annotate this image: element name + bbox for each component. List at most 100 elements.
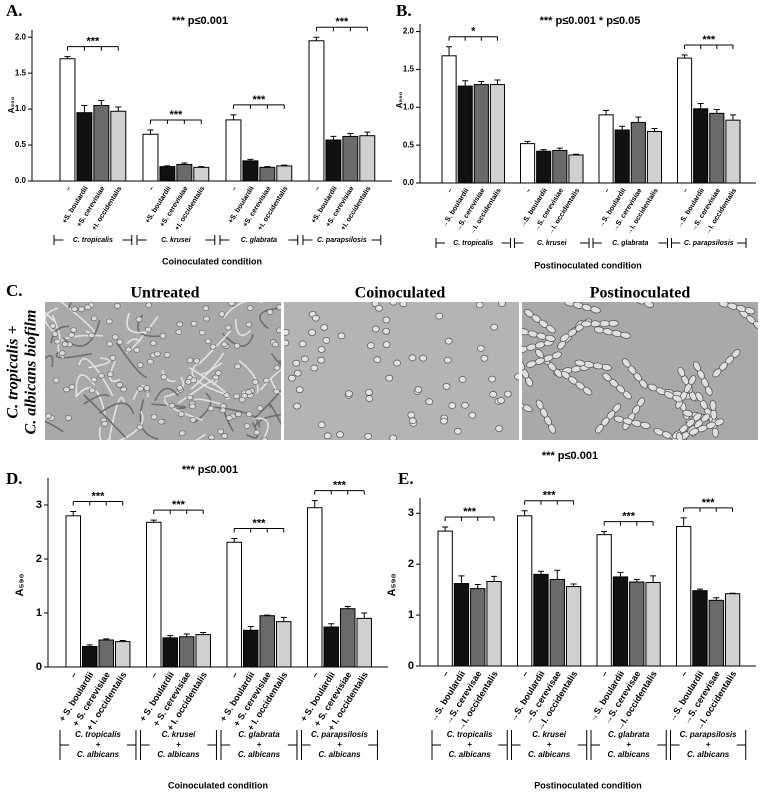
cell xyxy=(468,411,477,419)
significance-bracket xyxy=(524,500,575,505)
bar xyxy=(242,629,259,668)
error-bar xyxy=(64,56,71,59)
cell xyxy=(682,409,693,417)
cell xyxy=(65,415,72,421)
group-label: + xyxy=(176,740,181,749)
error-bar xyxy=(247,626,254,631)
cell xyxy=(116,339,124,345)
hypha xyxy=(161,370,176,383)
cell xyxy=(317,356,326,364)
group-bracket xyxy=(435,238,512,248)
x-tick-label: – xyxy=(148,670,159,680)
error-bar xyxy=(478,81,485,85)
error-bar xyxy=(729,592,736,594)
error-bar xyxy=(98,99,105,106)
group-bracket xyxy=(590,730,667,760)
cell xyxy=(209,343,217,350)
cell xyxy=(399,302,408,308)
cell xyxy=(276,327,281,334)
panel-letter: D. xyxy=(6,469,23,488)
group-label: C. albicans xyxy=(528,750,571,759)
bar xyxy=(359,135,376,182)
cell xyxy=(51,331,59,337)
y-tick-label: 0.5 xyxy=(403,140,415,149)
cell xyxy=(52,377,60,384)
cell xyxy=(382,341,391,348)
annotation: *** p≤0.001 xyxy=(172,15,228,27)
cell xyxy=(233,393,240,400)
cell xyxy=(45,413,52,419)
x-axis-label: Coinoculated condition xyxy=(162,256,262,266)
cell xyxy=(581,320,592,328)
y-axis-label: A₅₉₀ xyxy=(7,96,16,113)
significance-label: *** xyxy=(702,497,716,509)
cell xyxy=(365,395,374,402)
cell xyxy=(63,386,70,393)
hypha xyxy=(45,307,59,334)
cell xyxy=(136,362,144,368)
cell xyxy=(435,312,444,320)
hypha xyxy=(45,354,54,367)
y-tick-label: 1.5 xyxy=(15,68,27,77)
cell xyxy=(677,366,686,377)
y-tick-label: 2 xyxy=(36,553,42,565)
panel-letter: E. xyxy=(398,469,414,488)
x-tick-label: – xyxy=(525,187,533,194)
bar xyxy=(629,581,645,667)
cell xyxy=(215,370,222,376)
cell xyxy=(135,316,143,323)
cell xyxy=(320,324,329,331)
error-bar xyxy=(230,114,237,120)
y-tick-label: 0 xyxy=(36,661,42,673)
error-bar xyxy=(713,597,720,601)
error-bar xyxy=(491,575,498,582)
cell xyxy=(225,415,233,421)
annotation: *** p≤0.001 xyxy=(542,450,598,462)
bar xyxy=(453,583,470,667)
cell xyxy=(389,302,398,306)
cell xyxy=(221,433,228,439)
cell xyxy=(163,352,171,358)
y-tick-label: 2 xyxy=(408,558,414,570)
group-label: C. parapsilosis xyxy=(680,730,737,739)
bar xyxy=(677,57,693,184)
y-tick-label: 0.5 xyxy=(15,140,27,149)
error-bar xyxy=(347,133,354,137)
significance-label: *** xyxy=(92,490,106,502)
cell xyxy=(559,333,570,342)
y-tick-label: 1 xyxy=(408,609,414,621)
error-bar xyxy=(103,638,110,640)
cell xyxy=(311,314,320,322)
group-label: + xyxy=(96,740,101,749)
error-bar xyxy=(264,614,271,616)
cell xyxy=(443,356,452,364)
cell xyxy=(178,430,186,437)
bar xyxy=(520,143,536,184)
group-label: + xyxy=(626,740,631,749)
cell xyxy=(293,369,302,377)
cell xyxy=(425,398,434,405)
error-bar xyxy=(681,54,688,59)
cell xyxy=(599,320,610,327)
bar xyxy=(552,149,568,184)
cell xyxy=(88,332,96,339)
cell xyxy=(276,304,281,310)
error-bar xyxy=(696,588,703,591)
bar xyxy=(437,530,453,667)
cell xyxy=(753,320,758,330)
x-axis-label: Coinoculated condition xyxy=(168,780,268,790)
bar xyxy=(709,112,725,184)
hypha xyxy=(88,357,111,369)
bar xyxy=(693,108,709,184)
bar xyxy=(596,534,612,667)
cell xyxy=(263,377,270,384)
cell xyxy=(497,397,505,404)
error-bar xyxy=(633,578,640,582)
bar xyxy=(225,119,242,182)
error-bar xyxy=(200,631,207,635)
cell xyxy=(382,316,391,324)
cell xyxy=(150,414,158,420)
error-bar xyxy=(364,131,371,136)
cell xyxy=(440,417,448,425)
bar xyxy=(195,634,211,668)
